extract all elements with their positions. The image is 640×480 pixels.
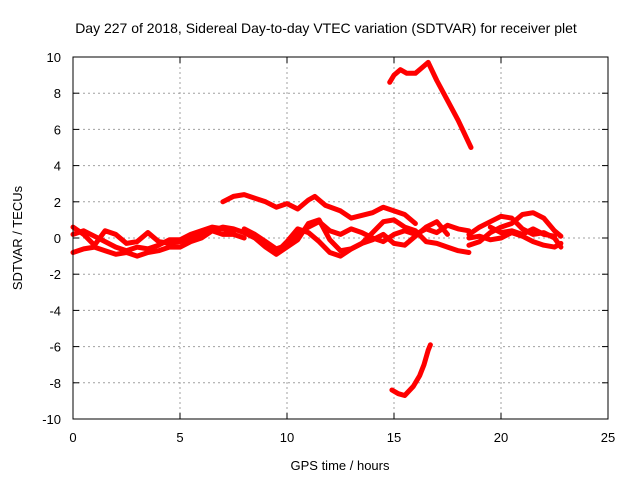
- x-tick-label: 20: [494, 430, 508, 445]
- y-tick-label: 6: [54, 122, 61, 137]
- series-trace-k: [487, 224, 557, 239]
- series-trace-g: [273, 219, 450, 259]
- y-tick-label: 2: [54, 195, 61, 210]
- series-trace-c: [70, 224, 236, 254]
- x-tick-label: 5: [176, 430, 183, 445]
- y-tick-label: -2: [49, 267, 61, 282]
- series-trace-i: [466, 210, 564, 248]
- y-tick-label: 8: [54, 86, 61, 101]
- series-trace-l: [387, 59, 474, 150]
- y-tick-label: 10: [47, 50, 61, 65]
- y-axis-label: SDTVAR / TECUs: [10, 185, 25, 290]
- y-tick-label: -4: [49, 303, 61, 318]
- x-axis-label: GPS time / hours: [291, 458, 390, 473]
- y-tick-label: -8: [49, 376, 61, 391]
- y-tick-label: 0: [54, 231, 61, 246]
- y-tick-label: 4: [54, 159, 61, 174]
- axes: 0 5 10 15 20 25 -10 -8 -6 -4 -2 0 2 4 6 8 10: [42, 50, 615, 445]
- x-tick-label: 0: [69, 430, 76, 445]
- x-tick-label: 15: [387, 430, 401, 445]
- y-tick-label: -6: [49, 340, 61, 355]
- x-tick-label: 10: [280, 430, 294, 445]
- grid: [73, 57, 608, 419]
- plot-area: [70, 59, 564, 398]
- series-trace-m: [389, 342, 433, 398]
- series-trace-d: [220, 192, 418, 226]
- y-tick-label: -10: [42, 412, 61, 427]
- chart-title: Day 227 of 2018, Sidereal Day-to-day VTE…: [75, 20, 577, 36]
- x-tick-label: 25: [601, 430, 615, 445]
